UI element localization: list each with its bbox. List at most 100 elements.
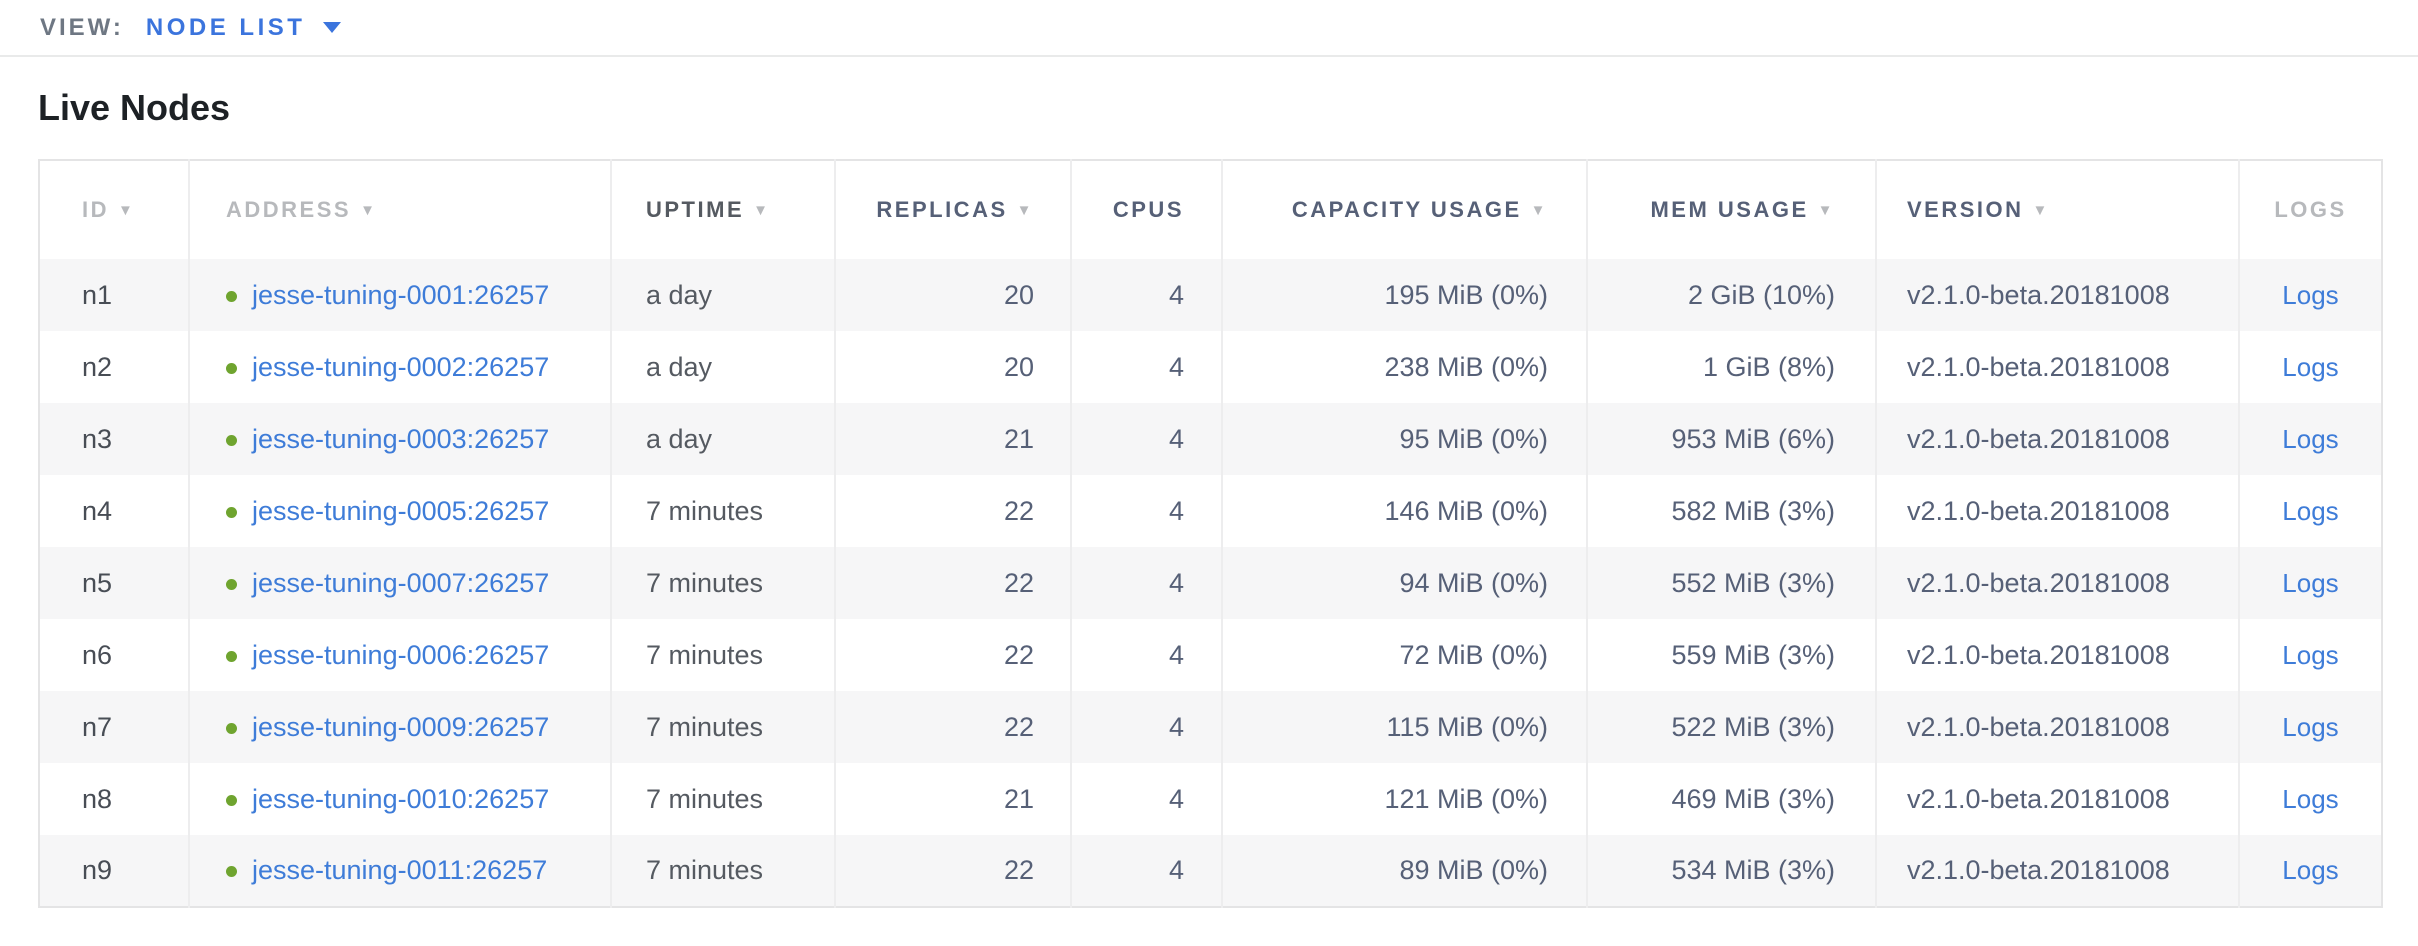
- address-link[interactable]: jesse-tuning-0011:26257: [252, 855, 548, 885]
- logs-link[interactable]: Logs: [2282, 279, 2339, 310]
- logs-cell: Logs: [2238, 403, 2382, 475]
- column-header-id[interactable]: ID ▼: [39, 160, 189, 259]
- sort-icon: ▼: [360, 202, 378, 219]
- cpus-cell: 4: [1070, 691, 1222, 763]
- capacity-cell: 95 MiB (0%): [1221, 403, 1587, 475]
- cpus-cell: 4: [1070, 619, 1222, 691]
- version-cell: v2.1.0-beta.20181008: [1875, 835, 2239, 907]
- logs-link[interactable]: Logs: [2282, 495, 2339, 526]
- address-link[interactable]: jesse-tuning-0005:26257: [252, 495, 550, 526]
- logs-link[interactable]: Logs: [2282, 783, 2339, 814]
- cpus-cell: 4: [1070, 835, 1222, 907]
- replicas-cell: 22: [834, 547, 1071, 619]
- sort-icon: ▼: [1817, 202, 1835, 219]
- column-header-mem[interactable]: MEM USAGE ▼: [1586, 160, 1876, 259]
- column-header-capacity[interactable]: CAPACITY USAGE ▼: [1221, 160, 1587, 259]
- sort-icon: ▼: [1016, 202, 1034, 219]
- mem-cell: 552 MiB (3%): [1586, 547, 1876, 619]
- logs-cell: Logs: [2238, 475, 2382, 547]
- live-status-icon: [226, 866, 237, 877]
- view-dropdown[interactable]: NODE LIST: [146, 14, 342, 42]
- column-header-replicas[interactable]: REPLICAS ▼: [834, 160, 1071, 259]
- address-link[interactable]: jesse-tuning-0009:26257: [252, 711, 550, 742]
- uptime-cell: 7 minutes: [610, 763, 835, 835]
- id-cell: n5: [82, 567, 113, 598]
- sort-icon: ▼: [1530, 202, 1548, 219]
- column-header-label: CPUS: [1112, 197, 1184, 222]
- replicas-cell: 20: [834, 259, 1071, 331]
- column-header-address[interactable]: ADDRESS ▼: [188, 160, 611, 259]
- live-status-icon: [226, 578, 237, 590]
- id-cell: n3: [82, 423, 113, 454]
- mem-cell: 534 MiB (3%): [1586, 835, 1876, 907]
- column-header-logs: LOGS: [2238, 160, 2382, 259]
- uptime-cell: 7 minutes: [610, 547, 835, 619]
- column-header-label: VERSION: [1907, 197, 2024, 222]
- mem-cell: 1 GiB (8%): [1586, 331, 1876, 403]
- replicas-cell: 22: [834, 475, 1071, 547]
- logs-link[interactable]: Logs: [2282, 351, 2339, 382]
- logs-cell: Logs: [2238, 763, 2382, 835]
- replicas-cell: 22: [834, 619, 1071, 691]
- column-header-label: REPLICAS: [876, 197, 1008, 222]
- table-row: n7 jesse-tuning-0009:26257 7 minutes 22 4 115…: [39, 691, 2382, 763]
- uptime-cell: 7 minutes: [610, 835, 835, 907]
- id-cell: n4: [82, 495, 113, 526]
- sort-icon: ▼: [2032, 202, 2050, 219]
- logs-link[interactable]: Logs: [2282, 423, 2339, 454]
- logs-link[interactable]: Logs: [2282, 567, 2339, 598]
- mem-cell: 559 MiB (3%): [1586, 619, 1876, 691]
- logs-link[interactable]: Logs: [2282, 855, 2339, 885]
- address-cell: jesse-tuning-0002:26257: [188, 331, 611, 403]
- address-cell: jesse-tuning-0007:26257: [188, 547, 611, 619]
- column-header-label: CAPACITY USAGE: [1291, 197, 1522, 222]
- table-row: n1 jesse-tuning-0001:26257 a day 20 4 195 MiB…: [39, 259, 2382, 331]
- live-status-icon: [226, 362, 237, 374]
- id-cell: n9: [82, 855, 113, 885]
- address-cell: jesse-tuning-0005:26257: [188, 475, 611, 547]
- column-header-version[interactable]: VERSION ▼: [1875, 160, 2239, 259]
- logs-cell: Logs: [2238, 619, 2382, 691]
- table-row: n3 jesse-tuning-0003:26257 a day 21 4 95 MiB …: [39, 403, 2382, 475]
- replicas-cell: 21: [834, 403, 1071, 475]
- address-link[interactable]: jesse-tuning-0001:26257: [252, 279, 550, 310]
- address-link[interactable]: jesse-tuning-0003:26257: [252, 423, 550, 454]
- capacity-cell: 121 MiB (0%): [1221, 763, 1587, 835]
- logs-link[interactable]: Logs: [2282, 639, 2339, 670]
- live-status-icon: [226, 794, 237, 806]
- version-cell: v2.1.0-beta.20181008: [1875, 619, 2239, 691]
- address-link[interactable]: jesse-tuning-0006:26257: [252, 639, 550, 670]
- replicas-cell: 20: [834, 331, 1071, 403]
- version-cell: v2.1.0-beta.20181008: [1875, 763, 2239, 835]
- address-link[interactable]: jesse-tuning-0010:26257: [252, 783, 550, 814]
- id-cell: n7: [82, 711, 113, 742]
- id-cell: n2: [82, 351, 113, 382]
- version-cell: v2.1.0-beta.20181008: [1875, 403, 2239, 475]
- logs-cell: Logs: [2238, 547, 2382, 619]
- view-label: VIEW:: [40, 13, 124, 41]
- column-header-uptime[interactable]: UPTIME ▼: [610, 160, 835, 259]
- address-link[interactable]: jesse-tuning-0007:26257: [252, 567, 550, 598]
- address-cell: jesse-tuning-0009:26257: [188, 691, 611, 763]
- live-status-icon: [226, 506, 237, 518]
- cpus-cell: 4: [1070, 475, 1222, 547]
- mem-cell: 953 MiB (6%): [1586, 403, 1876, 475]
- table-row: n8 jesse-tuning-0010:26257 7 minutes 21 4 121…: [39, 763, 2382, 835]
- uptime-cell: a day: [610, 259, 835, 331]
- replicas-cell: 22: [834, 691, 1071, 763]
- header-row: ID ▼ ADDRESS ▼ UPTIME ▼ REPLICAS ▼ CPUS CAPACITY …: [39, 160, 2382, 259]
- logs-cell: Logs: [2238, 835, 2382, 907]
- table-row: n2 jesse-tuning-0002:26257 a day 20 4 238 MiB…: [39, 331, 2382, 403]
- cpus-cell: 4: [1070, 547, 1222, 619]
- capacity-cell: 195 MiB (0%): [1221, 259, 1587, 331]
- column-header-cpus: CPUS: [1070, 160, 1222, 259]
- column-header-label: UPTIME: [646, 197, 745, 222]
- address-link[interactable]: jesse-tuning-0002:26257: [252, 351, 550, 382]
- mem-cell: 469 MiB (3%): [1586, 763, 1876, 835]
- sort-icon: ▼: [118, 202, 136, 219]
- live-status-icon: [226, 722, 237, 734]
- column-header-label: MEM USAGE: [1650, 197, 1809, 222]
- logs-link[interactable]: Logs: [2282, 711, 2339, 742]
- live-nodes-page: Live Nodes ID ▼ ADDRESS ▼ UPTIME ▼ REPLICAS ▼ CP…: [0, 87, 2418, 908]
- table-body: n1 jesse-tuning-0001:26257 a day 20 4 195 MiB…: [39, 259, 2382, 907]
